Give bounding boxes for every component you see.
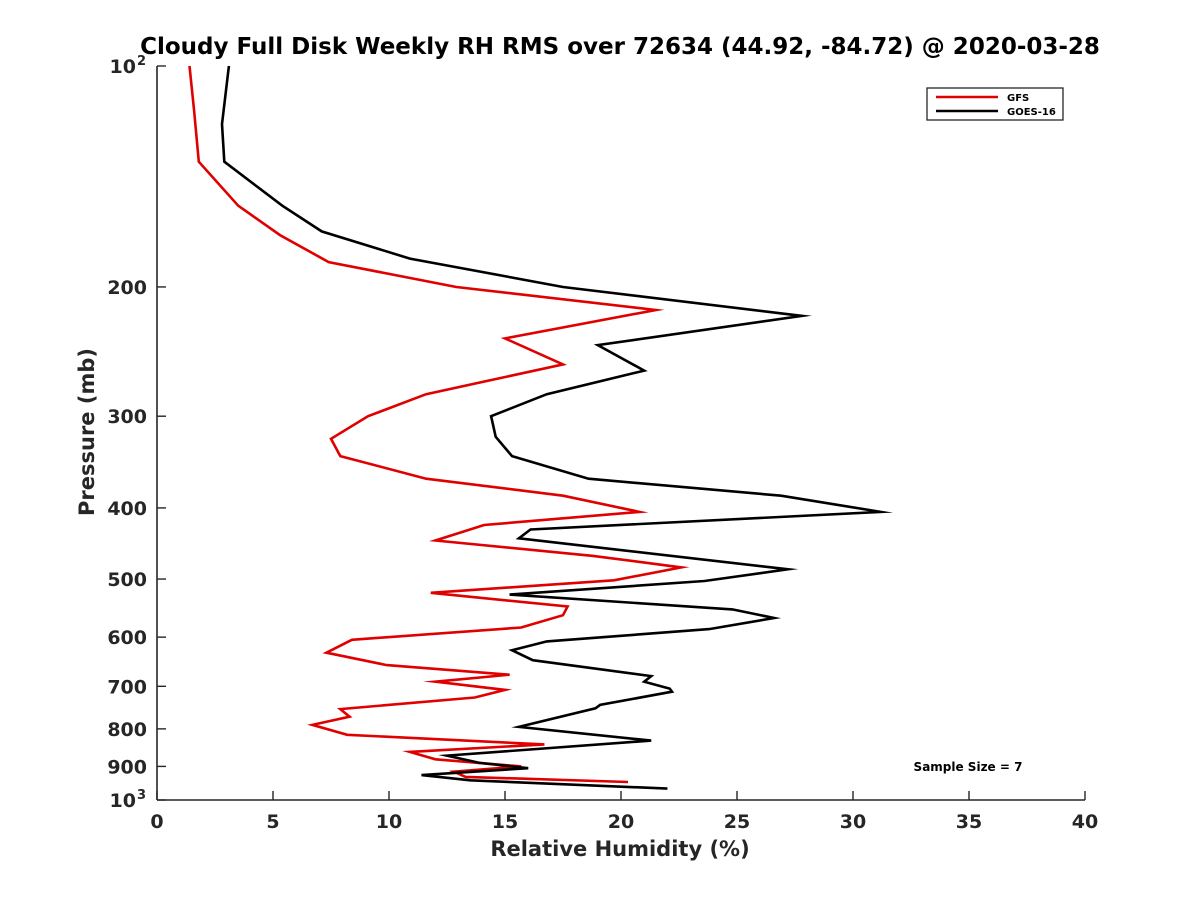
y-tick-label: 500 xyxy=(107,569,147,591)
chart-title: Cloudy Full Disk Weekly RH RMS over 7263… xyxy=(140,34,1100,60)
x-tick-label: 30 xyxy=(840,811,866,833)
sample-size-annotation: Sample Size = 7 xyxy=(914,760,1023,774)
x-tick-label: 35 xyxy=(956,811,982,833)
legend-label-goes-16: GOES-16 xyxy=(1007,107,1056,118)
legend-label-gfs: GFS xyxy=(1007,93,1029,104)
y-tick-label: 300 xyxy=(107,406,147,428)
y-tick-label: 200 xyxy=(107,277,147,299)
x-tick-label: 0 xyxy=(150,811,163,833)
y-tick-exponent: 3 xyxy=(137,788,146,803)
x-axis-label: Relative Humidity (%) xyxy=(490,837,749,861)
series-line-gfs xyxy=(188,65,690,784)
y-tick-label: 600 xyxy=(107,627,147,649)
y-axis-label: Pressure (mb) xyxy=(75,348,99,516)
x-tick-label: 20 xyxy=(608,811,634,833)
y-tick-label: 10 xyxy=(110,790,136,812)
legend-box xyxy=(926,87,1064,121)
x-tick-label: 5 xyxy=(266,811,279,833)
series-line-goes-16 xyxy=(220,65,894,790)
legend: GFS GOES-16 xyxy=(926,87,1064,121)
y-tick-label: 400 xyxy=(107,498,147,520)
x-tick-label: 25 xyxy=(724,811,750,833)
y-tick-label: 10 xyxy=(110,56,136,78)
y-tick-exponent: 2 xyxy=(137,54,146,69)
plot-area xyxy=(188,65,894,790)
x-tick-label: 10 xyxy=(376,811,402,833)
y-tick-label: 800 xyxy=(107,719,147,741)
x-tick-label: 40 xyxy=(1072,811,1098,833)
y-tick-label: 700 xyxy=(107,676,147,698)
y-tick-label: 900 xyxy=(107,756,147,778)
x-tick-label: 15 xyxy=(492,811,518,833)
